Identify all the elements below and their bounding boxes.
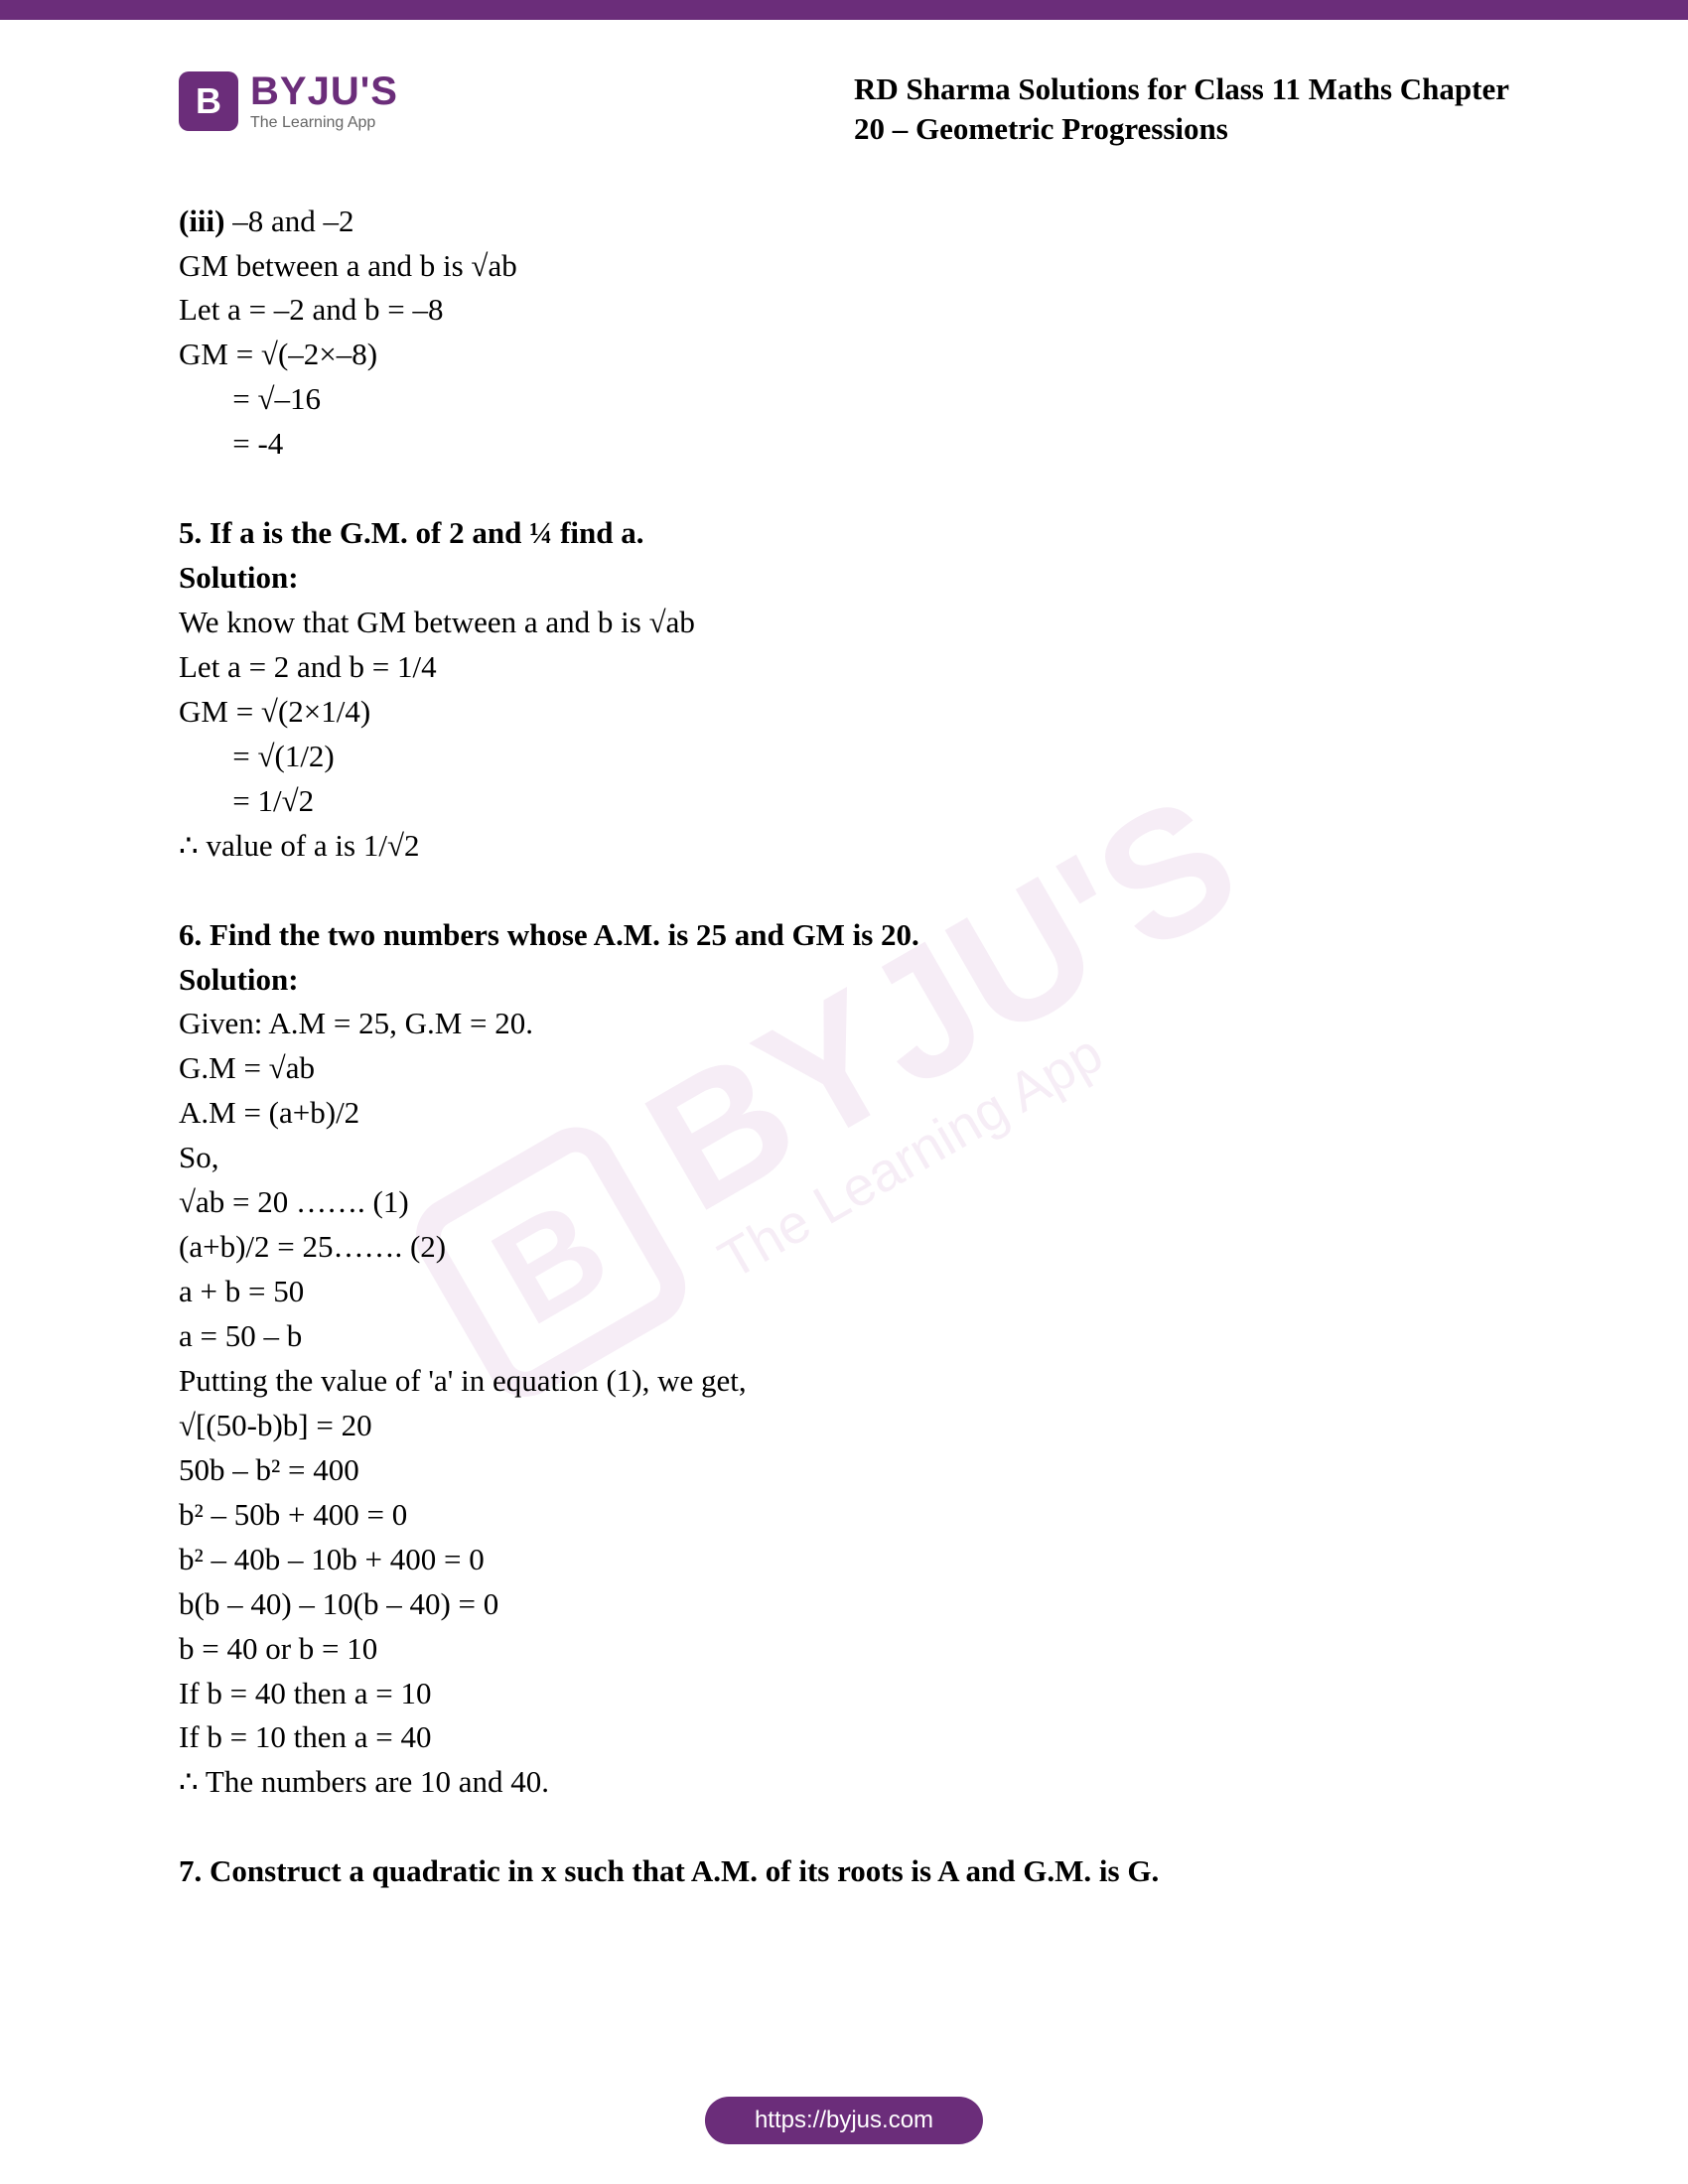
title-line2: 20 – Geometric Progressions	[854, 111, 1228, 146]
q4iii-line1: GM between a and b is √ab	[179, 244, 1509, 289]
q6-line6: (a+b)/2 = 25……. (2)	[179, 1225, 1509, 1270]
q6-solution-label: Solution:	[179, 958, 1509, 1003]
q6-line8: a = 50 – b	[179, 1314, 1509, 1359]
q5-line1: We know that GM between a and b is √ab	[179, 601, 1509, 645]
q4iii-line2: Let a = –2 and b = –8	[179, 288, 1509, 333]
q5-solution-label: Solution:	[179, 556, 1509, 601]
page-header: B BYJU'S The Learning App RD Sharma Solu…	[0, 20, 1688, 180]
q6-line13: b² – 40b – 10b + 400 = 0	[179, 1538, 1509, 1582]
page-title: RD Sharma Solutions for Class 11 Maths C…	[854, 69, 1509, 150]
q6-line5: √ab = 20 ……. (1)	[179, 1180, 1509, 1225]
q5-line4: = √(1/2)	[179, 735, 1509, 779]
q6-title: 6. Find the two numbers whose A.M. is 25…	[179, 913, 1509, 958]
logo-section: B BYJU'S The Learning App	[179, 69, 398, 132]
q4iii-line5: = -4	[179, 422, 1509, 467]
main-content: (iii) –8 and –2 GM between a and b is √a…	[0, 180, 1688, 1915]
q6-line15: b = 40 or b = 10	[179, 1627, 1509, 1672]
title-line1: RD Sharma Solutions for Class 11 Maths C…	[854, 71, 1509, 106]
logo-tagline: The Learning App	[250, 114, 398, 132]
logo-badge-icon: B	[179, 71, 238, 131]
q5-line2: Let a = 2 and b = 1/4	[179, 645, 1509, 690]
q7-title: 7. Construct a quadratic in x such that …	[179, 1849, 1509, 1894]
top-bar	[0, 0, 1688, 20]
q6-line17: If b = 10 then a = 40	[179, 1715, 1509, 1760]
q6-line11: 50b – b² = 400	[179, 1448, 1509, 1493]
q6-line14: b(b – 40) – 10(b – 40) = 0	[179, 1582, 1509, 1627]
q5-line5: = 1/√2	[179, 779, 1509, 824]
q6-line2: G.M = √ab	[179, 1046, 1509, 1091]
q5-title: 5. If a is the G.M. of 2 and ¼ find a.	[179, 511, 1509, 556]
q4iii-heading: (iii) –8 and –2	[179, 200, 1509, 244]
footer-url[interactable]: https://byjus.com	[705, 2097, 983, 2144]
q6-line7: a + b = 50	[179, 1270, 1509, 1314]
q5-line3: GM = √(2×1/4)	[179, 690, 1509, 735]
logo-brand: BYJU'S	[250, 69, 398, 114]
q6-line16: If b = 40 then a = 10	[179, 1672, 1509, 1716]
footer: https://byjus.com	[705, 2097, 983, 2144]
q5-line6: ∴ value of a is 1/√2	[179, 824, 1509, 869]
q6-line3: A.M = (a+b)/2	[179, 1091, 1509, 1136]
q6-line18: ∴ The numbers are 10 and 40.	[179, 1760, 1509, 1805]
q4iii-line3: GM = √(–2×–8)	[179, 333, 1509, 377]
q6-line12: b² – 50b + 400 = 0	[179, 1493, 1509, 1538]
q6-line4: So,	[179, 1136, 1509, 1180]
q6-line1: Given: A.M = 25, G.M = 20.	[179, 1002, 1509, 1046]
q6-line10: √[(50-b)b] = 20	[179, 1404, 1509, 1448]
q6-line9: Putting the value of 'a' in equation (1)…	[179, 1359, 1509, 1404]
logo-text: BYJU'S The Learning App	[250, 69, 398, 132]
q4iii-line4: = √–16	[179, 377, 1509, 422]
